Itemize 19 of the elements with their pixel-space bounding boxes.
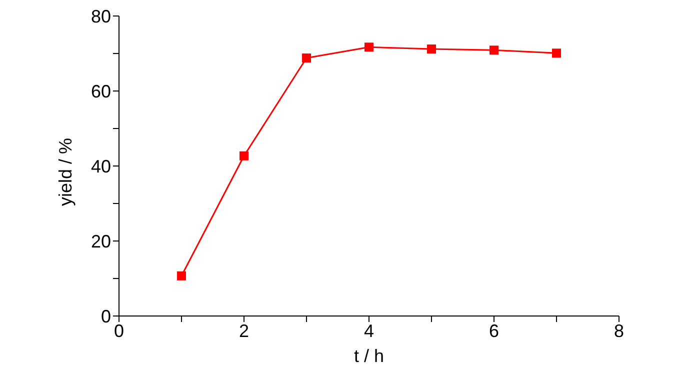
- x-axis-title: t / h: [354, 346, 384, 366]
- y-tick-label: 20: [90, 231, 111, 252]
- point: [364, 42, 374, 52]
- x-tick-label: 4: [364, 320, 374, 341]
- y-tick-label: 40: [90, 156, 111, 176]
- point: [302, 54, 311, 62]
- y-axis-title: yield / %: [55, 138, 76, 206]
- point: [427, 44, 436, 54]
- point: [177, 271, 186, 280]
- x-tick-label: 2: [238, 320, 250, 341]
- x-tick-label: 6: [488, 320, 500, 341]
- x-tick-label: 8: [614, 320, 624, 341]
- y-tick-label: 60: [90, 81, 111, 102]
- y-tick-label: 80: [90, 6, 111, 26]
- point: [552, 48, 561, 58]
- x-tick-label: 0: [114, 320, 124, 341]
- point: [490, 46, 498, 55]
- y-tick-label: 0: [100, 306, 111, 326]
- point: [240, 151, 248, 160]
